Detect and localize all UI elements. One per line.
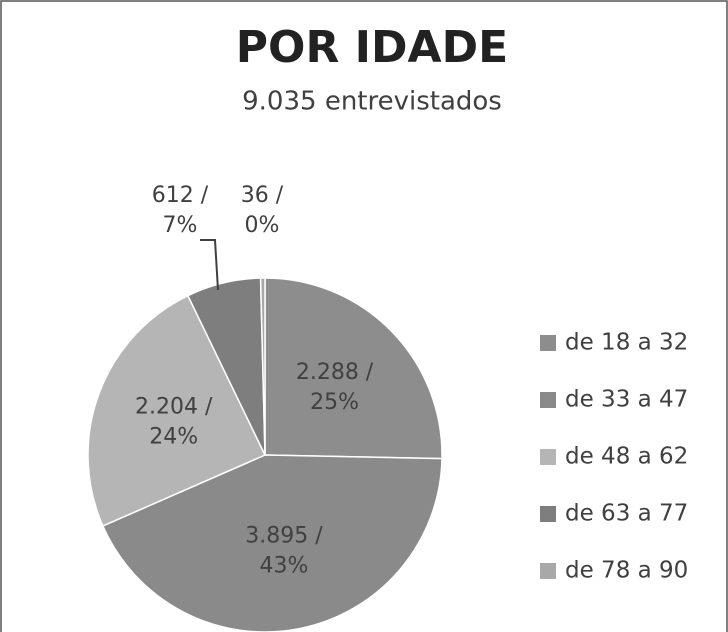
pie-slice (87, 294, 267, 527)
pie-slice (259, 277, 266, 456)
legend-label: de 33 a 47 (565, 387, 688, 413)
legend-label: de 18 a 32 (565, 330, 688, 356)
chart-title: POR IDADE (236, 22, 508, 73)
data-label-line: 43% (260, 553, 309, 578)
pie-slice (101, 454, 443, 632)
legend-label: de 48 a 62 (565, 444, 688, 470)
data-label-line: 7% (163, 213, 198, 238)
legend-label: de 63 a 77 (565, 501, 688, 527)
pie-slice (264, 277, 443, 460)
data-label: 3.895 / 43% (245, 523, 323, 578)
leader-line (200, 239, 219, 291)
data-label: 612 / 7% (152, 183, 209, 238)
data-label: 2.204 / 24% (135, 394, 213, 449)
data-label-line: 2.204 / (135, 394, 213, 419)
chart-subtitle: 9.035 entrevistados (242, 87, 502, 117)
data-label-line: 25% (310, 390, 359, 415)
legend-swatch (540, 449, 556, 465)
legend-swatch (540, 335, 556, 351)
data-label-line: 24% (149, 424, 198, 449)
data-label-line: 2.288 / (296, 360, 374, 385)
legend-swatch (540, 506, 556, 522)
legend-label: de 78 a 90 (565, 558, 688, 584)
data-label-line: 0% (245, 213, 280, 238)
data-label: 2.288 / 25% (296, 360, 374, 415)
data-label-line: 36 / (241, 183, 284, 208)
legend-swatch (540, 392, 556, 408)
data-label-line: 612 / (152, 183, 209, 208)
legend-swatch (540, 563, 556, 579)
data-label-line: 3.895 / (245, 523, 323, 548)
data-label: 36 / 0% (241, 183, 284, 238)
